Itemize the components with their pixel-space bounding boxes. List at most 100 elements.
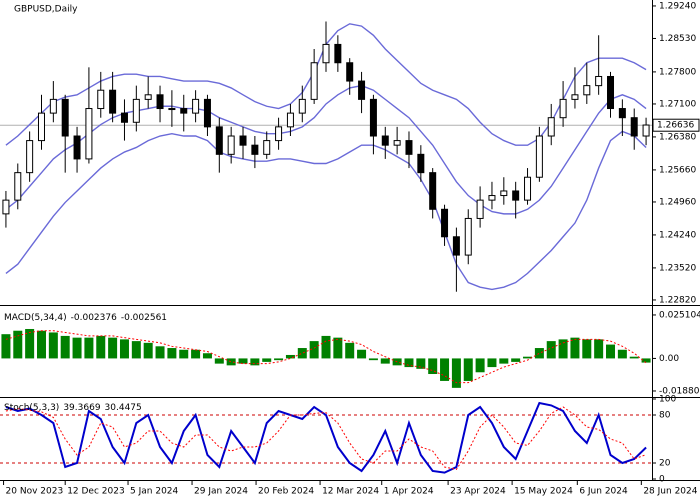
candle-body	[109, 89, 117, 114]
macd-bar	[440, 358, 450, 381]
x-tick-label: 5 Jan 2024	[130, 487, 178, 497]
candle-body	[156, 94, 164, 110]
candle-body	[607, 75, 615, 110]
candle-body	[14, 172, 22, 201]
indicator-main-value: 39.3669	[63, 403, 100, 413]
candle-body	[642, 124, 650, 137]
candle-body	[2, 199, 10, 215]
macd-bar	[131, 341, 141, 359]
y-tick-label: 1.27100	[659, 99, 696, 109]
x-tick-label: 20 Feb 2024	[258, 487, 314, 497]
candle-body	[215, 126, 223, 155]
macd-bar	[72, 337, 82, 359]
candle-body	[49, 98, 57, 114]
candle-body	[144, 94, 152, 100]
candle-body	[559, 98, 567, 119]
y-tick-label: 80	[659, 411, 671, 421]
macd-bar	[1, 334, 11, 359]
macd-bar	[570, 337, 580, 359]
candle-body	[441, 208, 449, 238]
y-tick-label: 1.28530	[659, 34, 696, 44]
macd-bar	[357, 349, 367, 359]
candle-body	[120, 112, 128, 123]
macd-bar	[25, 328, 35, 359]
chart-title: GBPUSD,Daily	[14, 5, 78, 15]
candle-body	[595, 75, 603, 87]
candle-body	[369, 98, 377, 137]
candle-body	[227, 135, 235, 155]
stoch-line	[5, 401, 647, 474]
candle-body	[180, 108, 188, 114]
candle-body	[239, 135, 247, 146]
candle-body	[429, 172, 437, 210]
macd-bar	[60, 335, 70, 359]
macd-bar	[333, 337, 343, 359]
candle-body	[535, 135, 543, 178]
candle-body	[61, 98, 69, 137]
y-tick-label: -0.018801	[659, 386, 700, 396]
macd-bar	[309, 341, 319, 359]
macd-bar	[119, 339, 129, 359]
x-tick-label: 1 Apr 2024	[384, 487, 434, 497]
candle-body	[310, 62, 318, 100]
bollinger-lower	[5, 130, 647, 291]
candle-body	[192, 98, 200, 114]
macd-bar	[143, 342, 153, 359]
macd-bar	[594, 339, 604, 359]
macd-bar	[345, 342, 355, 359]
macd-bar	[629, 356, 639, 359]
macd-bar	[48, 332, 58, 359]
candle-body	[618, 108, 626, 119]
macd-bar	[297, 348, 307, 359]
x-tick-label: 15 May 2024	[514, 487, 573, 497]
indicator-name: Stoch(5,3,3)	[4, 403, 59, 413]
macd-bar	[368, 358, 378, 361]
macd-bar	[179, 349, 189, 359]
x-tick-label: 29 Jan 2024	[194, 487, 248, 497]
candle-body	[500, 190, 508, 197]
macd-bar	[13, 330, 23, 359]
y-tick-label: 1.27800	[659, 67, 696, 77]
y-tick-label: 1.23520	[659, 263, 696, 273]
macd-signal	[5, 330, 647, 384]
candle-body	[263, 140, 271, 155]
candle-body	[26, 140, 34, 174]
candle-body	[251, 144, 259, 155]
candle-body	[275, 126, 283, 142]
candle-body	[524, 176, 532, 201]
candle-body	[73, 135, 81, 160]
macd-bar	[155, 346, 165, 359]
macd-bar	[523, 356, 533, 359]
macd-bar	[285, 354, 295, 359]
macd-bar	[534, 348, 544, 359]
candle-body	[334, 43, 342, 64]
y-tick-label: 0.025104	[659, 310, 700, 320]
candle-body	[464, 217, 472, 256]
candle-body	[488, 195, 496, 201]
macd-bar	[558, 339, 568, 359]
macd-bar	[321, 335, 331, 359]
y-tick-label: 1.24960	[659, 197, 696, 207]
macd-bar	[380, 358, 390, 364]
y-tick-label: 100	[659, 395, 676, 405]
macd-bar	[451, 358, 461, 388]
candle-body	[286, 112, 294, 128]
macd-bar	[546, 341, 556, 359]
x-tick-label: 12 Mar 2024	[322, 487, 379, 497]
candle-body	[476, 199, 484, 219]
macd-bar	[108, 337, 118, 359]
x-tick-label: 28 Jun 2024	[643, 487, 697, 497]
y-tick-label: 0.00	[659, 354, 679, 364]
candle-body	[512, 190, 520, 201]
macd-bar	[463, 358, 473, 381]
candle-body	[358, 80, 366, 100]
macd-bar	[475, 358, 485, 373]
y-tick-label: 1.25660	[659, 165, 696, 175]
last-price-label: 1.26636	[657, 121, 694, 131]
macd-bar	[511, 358, 521, 362]
macd-bar	[641, 358, 651, 363]
candle-body	[571, 94, 579, 100]
y-tick-label: 1.22820	[659, 295, 696, 305]
y-tick-label: 0	[659, 475, 665, 485]
